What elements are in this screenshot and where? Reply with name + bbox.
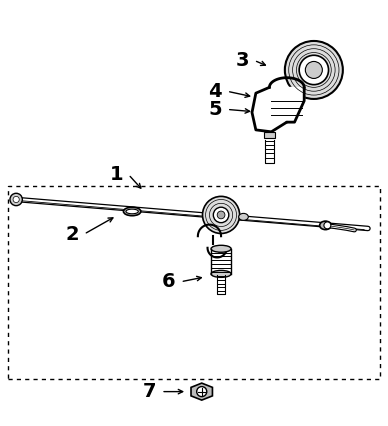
Polygon shape xyxy=(269,87,304,122)
Bar xyxy=(264,132,275,138)
Ellipse shape xyxy=(123,207,141,216)
Circle shape xyxy=(213,207,229,223)
Ellipse shape xyxy=(211,245,231,252)
Circle shape xyxy=(305,61,322,78)
Circle shape xyxy=(197,386,207,397)
Bar xyxy=(9,186,379,379)
Polygon shape xyxy=(191,383,213,400)
Text: 4: 4 xyxy=(208,82,222,101)
Text: 1: 1 xyxy=(110,165,123,184)
Text: 7: 7 xyxy=(143,382,156,401)
Circle shape xyxy=(285,41,343,99)
Text: 3: 3 xyxy=(236,51,249,70)
Ellipse shape xyxy=(239,213,248,220)
Text: 2: 2 xyxy=(66,225,79,244)
Circle shape xyxy=(10,193,23,206)
Ellipse shape xyxy=(211,271,231,277)
Text: 5: 5 xyxy=(208,100,222,119)
Circle shape xyxy=(324,222,331,229)
Ellipse shape xyxy=(320,221,331,230)
Circle shape xyxy=(203,196,240,233)
Ellipse shape xyxy=(126,209,139,214)
Text: 6: 6 xyxy=(162,272,176,291)
Circle shape xyxy=(13,196,19,202)
Circle shape xyxy=(217,211,225,219)
Circle shape xyxy=(299,55,329,85)
